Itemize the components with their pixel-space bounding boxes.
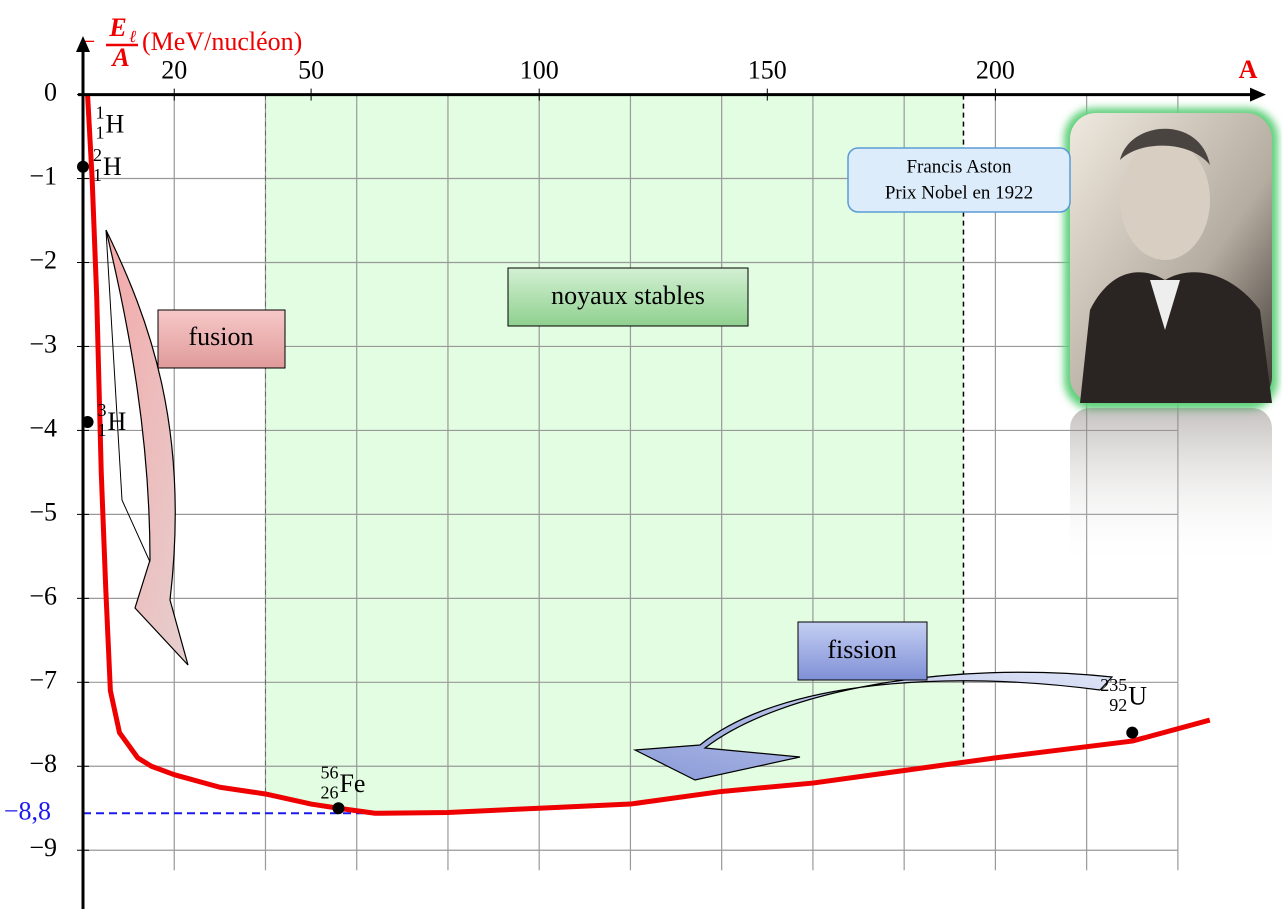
y-tick-label: −7: [29, 665, 57, 694]
nuclide-symbol: H: [106, 110, 125, 139]
y-tick-label: −1: [29, 162, 57, 191]
nuclide-point: [332, 802, 344, 814]
y-tick-label: −4: [29, 413, 57, 442]
x-axis-arrow: [1250, 88, 1266, 102]
nuclide-charge: 1: [98, 420, 107, 440]
caption-line: Prix Nobel en 1922: [885, 182, 1033, 203]
fission-label: fission: [827, 635, 896, 664]
nuclide-charge: 92: [1109, 695, 1127, 715]
x-axis-label: A: [1239, 55, 1258, 84]
nuclide-symbol: Fe: [339, 769, 365, 798]
nuclide-charge: 1: [96, 123, 105, 143]
y-tick-label: 0: [44, 78, 57, 107]
caption-line: Francis Aston: [906, 156, 1012, 177]
y-label-subscript: ℓ: [129, 27, 136, 46]
x-tick-label: 100: [520, 56, 559, 85]
y-tick-label: −6: [29, 581, 57, 610]
y-label-denominator: A: [110, 43, 129, 72]
nuclide-mass: 3: [98, 400, 107, 420]
fusion-label: fusion: [189, 322, 254, 351]
nuclide-point: [1126, 727, 1138, 739]
page: fusion noyaux stables fission Francis As…: [0, 0, 1282, 918]
nuclide-symbol: H: [108, 407, 127, 436]
x-tick-label: 50: [298, 56, 324, 85]
nuclide-symbol: U: [1128, 682, 1147, 711]
reference-label: −8,8: [4, 796, 51, 825]
nuclide-charge: 26: [320, 782, 338, 802]
nuclide-charge: 1: [93, 165, 102, 185]
x-tick-label: 150: [748, 56, 787, 85]
fusion-arrow: [106, 230, 188, 665]
stable-label: noyaux stables: [551, 281, 705, 310]
nuclide-point: [82, 416, 94, 428]
y-label-numerator: E: [108, 13, 126, 42]
y-tick-label: −9: [29, 833, 57, 862]
nuclide-mass: 1: [96, 103, 105, 123]
y-tick-label: −8: [29, 749, 57, 778]
portrait-face: [1120, 140, 1210, 260]
x-tick-label: 200: [976, 56, 1015, 85]
nuclide-symbol: H: [103, 152, 122, 181]
y-tick-label: −2: [29, 245, 57, 274]
nuclide-point: [77, 161, 89, 173]
y-tick-label: −5: [29, 497, 57, 526]
y-tick-label: −3: [29, 329, 57, 358]
x-tick-label: 20: [161, 56, 187, 85]
nuclide-mass: 235: [1100, 675, 1127, 695]
nuclide-mass: 2: [93, 145, 102, 165]
y-label-unit: (MeV/nucléon): [142, 27, 302, 56]
nuclide-mass: 56: [320, 762, 338, 782]
chart: fusion noyaux stables fission Francis As…: [0, 0, 1282, 918]
portrait-reflection: [1070, 408, 1272, 568]
